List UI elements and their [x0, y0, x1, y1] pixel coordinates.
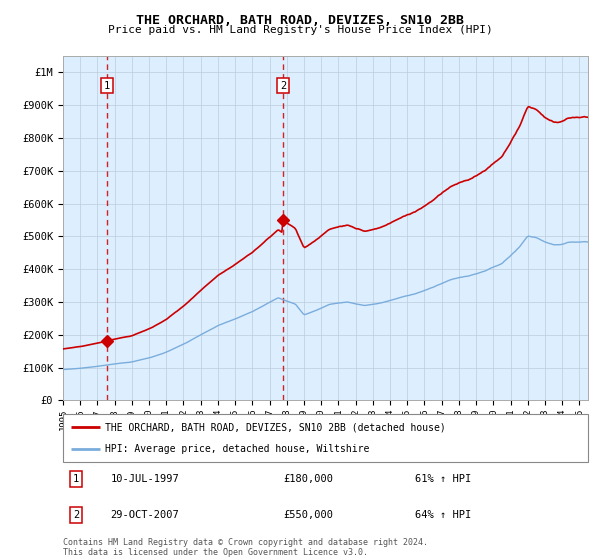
Text: 10-JUL-1997: 10-JUL-1997 [110, 474, 179, 484]
Text: HPI: Average price, detached house, Wiltshire: HPI: Average price, detached house, Wilt… [105, 444, 370, 454]
Text: £180,000: £180,000 [284, 474, 334, 484]
Text: 1: 1 [104, 81, 110, 91]
Text: THE ORCHARD, BATH ROAD, DEVIZES, SN10 2BB (detached house): THE ORCHARD, BATH ROAD, DEVIZES, SN10 2B… [105, 422, 446, 432]
Text: 2: 2 [280, 81, 286, 91]
Text: Contains HM Land Registry data © Crown copyright and database right 2024.
This d: Contains HM Land Registry data © Crown c… [63, 538, 428, 557]
FancyBboxPatch shape [63, 414, 588, 462]
Text: 29-OCT-2007: 29-OCT-2007 [110, 510, 179, 520]
Text: £550,000: £550,000 [284, 510, 334, 520]
Text: 64% ↑ HPI: 64% ↑ HPI [415, 510, 471, 520]
Text: 1: 1 [73, 474, 79, 484]
Text: THE ORCHARD, BATH ROAD, DEVIZES, SN10 2BB: THE ORCHARD, BATH ROAD, DEVIZES, SN10 2B… [136, 14, 464, 27]
Text: Price paid vs. HM Land Registry's House Price Index (HPI): Price paid vs. HM Land Registry's House … [107, 25, 493, 35]
Text: 61% ↑ HPI: 61% ↑ HPI [415, 474, 471, 484]
Text: 2: 2 [73, 510, 79, 520]
